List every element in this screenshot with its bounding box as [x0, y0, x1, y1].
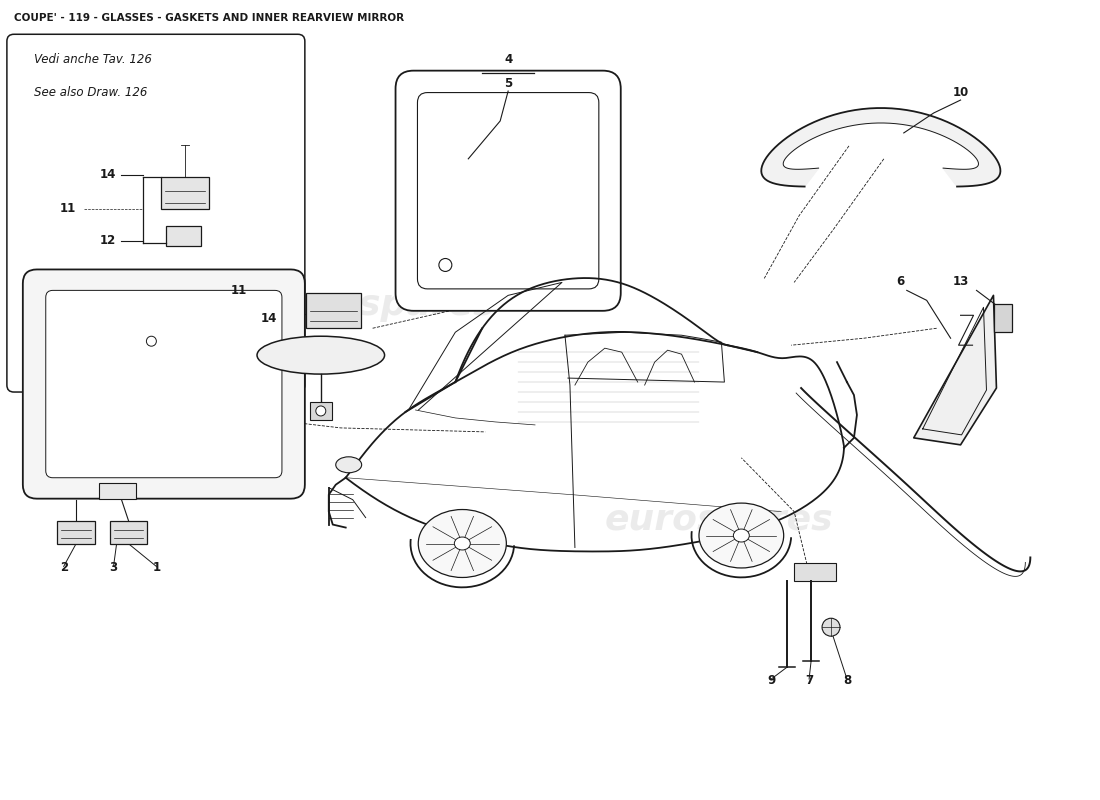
Ellipse shape: [257, 336, 385, 374]
Bar: [166, 226, 201, 246]
Text: 3: 3: [110, 562, 118, 574]
Text: 9: 9: [767, 674, 775, 687]
Bar: [99, 482, 136, 498]
FancyBboxPatch shape: [46, 290, 282, 478]
Text: OPT. TELEPHONE: OPT. TELEPHONE: [30, 368, 135, 378]
Text: 12: 12: [100, 234, 116, 247]
Text: 11: 11: [231, 284, 248, 298]
Text: 6: 6: [896, 275, 905, 288]
FancyBboxPatch shape: [418, 93, 598, 289]
FancyBboxPatch shape: [396, 70, 620, 311]
Bar: [110, 521, 147, 545]
Text: 2: 2: [59, 562, 68, 574]
Text: eurospares: eurospares: [266, 288, 495, 322]
Bar: [994, 304, 1012, 332]
Text: 1: 1: [152, 562, 161, 574]
Text: 14: 14: [261, 312, 277, 326]
Ellipse shape: [698, 503, 783, 568]
Ellipse shape: [454, 537, 471, 550]
Text: 8: 8: [843, 674, 851, 687]
Text: 13: 13: [953, 275, 969, 288]
Text: 11: 11: [59, 202, 76, 215]
Circle shape: [146, 336, 156, 346]
FancyBboxPatch shape: [23, 270, 305, 498]
Bar: [310, 402, 332, 420]
Text: See also Draw. 126: See also Draw. 126: [34, 86, 147, 99]
Ellipse shape: [336, 457, 362, 473]
Bar: [794, 563, 836, 582]
Text: 7: 7: [805, 674, 813, 687]
Text: 14: 14: [100, 168, 116, 182]
Text: 4: 4: [504, 53, 513, 66]
FancyBboxPatch shape: [7, 34, 305, 392]
Bar: [162, 177, 209, 209]
Ellipse shape: [734, 529, 749, 542]
Ellipse shape: [101, 279, 201, 311]
Text: COUPE' - 119 - GLASSES - GASKETS AND INNER REARVIEW MIRROR: COUPE' - 119 - GLASSES - GASKETS AND INN…: [14, 14, 404, 23]
Polygon shape: [761, 108, 1000, 186]
Bar: [57, 521, 95, 545]
Ellipse shape: [418, 510, 506, 578]
Text: eurospares: eurospares: [605, 502, 834, 537]
Circle shape: [439, 258, 452, 271]
Circle shape: [316, 406, 326, 416]
Text: Vedi anche Tav. 126: Vedi anche Tav. 126: [34, 54, 152, 66]
Bar: [140, 332, 163, 350]
Text: OPT. TELEFONO: OPT. TELEFONO: [30, 338, 127, 348]
Bar: [306, 294, 361, 328]
Text: 5: 5: [504, 77, 513, 90]
Circle shape: [822, 618, 840, 636]
Polygon shape: [914, 295, 997, 445]
Text: 10: 10: [953, 86, 969, 99]
